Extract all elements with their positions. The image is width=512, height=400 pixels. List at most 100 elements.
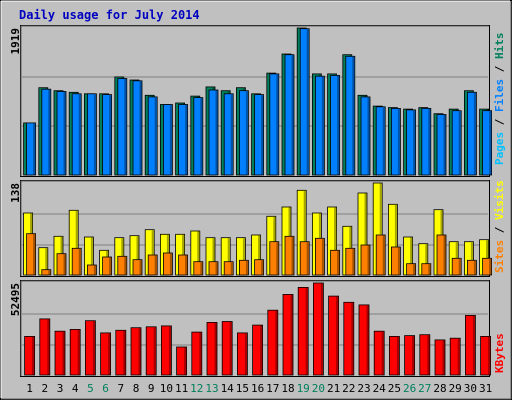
kbytes-bar-day-10 xyxy=(160,325,172,376)
kbytes-bar-shade xyxy=(351,302,354,375)
visits-panel-max-label: 138 xyxy=(9,183,22,203)
sites-bar-day-25 xyxy=(390,246,401,276)
sites-bar-day-12 xyxy=(193,261,204,276)
visits-bar-shade xyxy=(258,235,261,275)
sites-bar-shade xyxy=(489,258,492,275)
day-label-13: 13 xyxy=(205,382,218,395)
sites-bar-shade xyxy=(306,242,309,275)
files-bar-day-16 xyxy=(254,94,265,176)
day-label-11: 11 xyxy=(175,382,188,395)
day-label-16: 16 xyxy=(251,382,264,395)
kbytes-bar-shade xyxy=(199,332,202,375)
sites-bar-shade xyxy=(382,235,385,275)
kbytes-bar-day-20 xyxy=(312,282,324,376)
files-bar-shade xyxy=(382,107,385,175)
kbytes-bar-shade xyxy=(427,335,430,375)
legend-separator: / xyxy=(493,112,506,132)
files-bar-day-4 xyxy=(71,93,82,176)
kbytes-bar-shade xyxy=(366,305,369,375)
files-bar-shade xyxy=(397,108,400,175)
day-label-29: 29 xyxy=(449,382,462,395)
files-bar-shade xyxy=(124,79,127,175)
kbytes-bar-shade xyxy=(488,336,491,375)
kbytes-bar-day-14 xyxy=(221,321,233,376)
day-label-7: 7 xyxy=(117,382,124,395)
kbytes-bar-shade xyxy=(442,340,445,375)
kbytes-bar-shade xyxy=(108,333,111,375)
sites-bar-day-29 xyxy=(451,257,462,276)
files-bar-day-25 xyxy=(390,108,401,176)
hits-panel-max-label: 1919 xyxy=(9,28,22,55)
files-bar-day-28 xyxy=(436,114,447,176)
files-bar-shade xyxy=(169,105,172,175)
sites-bar-day-8 xyxy=(132,259,143,276)
kbytes-bar-shade xyxy=(244,333,247,375)
kbytes-bar-day-9 xyxy=(145,326,157,376)
sites-bar-day-4 xyxy=(71,247,82,276)
day-label-9: 9 xyxy=(148,382,155,395)
day-label-10: 10 xyxy=(160,382,173,395)
files-bar-day-21 xyxy=(330,75,341,176)
kbytes-bar-shade xyxy=(229,322,232,375)
visits-bar-shade xyxy=(486,240,489,275)
day-label-6: 6 xyxy=(102,382,109,395)
sites-bar-day-28 xyxy=(436,234,447,276)
sites-bar-shade xyxy=(458,258,461,275)
visits-bar-shade xyxy=(151,230,154,275)
day-label-28: 28 xyxy=(433,382,446,395)
day-label-1: 1 xyxy=(26,382,33,395)
sites-bar-shade xyxy=(139,260,142,275)
files-bar-day-24 xyxy=(375,106,386,176)
day-label-19: 19 xyxy=(297,382,310,395)
sites-bar-shade xyxy=(261,260,264,275)
sites-bar-day-9 xyxy=(147,254,158,276)
kbytes-bar-day-12 xyxy=(191,331,203,376)
sites-bar-shade xyxy=(291,236,294,275)
files-bar-day-9 xyxy=(147,96,158,176)
kbytes-bar-shade xyxy=(184,347,187,375)
day-label-5: 5 xyxy=(87,382,94,395)
kbytes-bar-day-7 xyxy=(115,329,127,376)
kbytes-bar-day-16 xyxy=(252,324,264,376)
kbytes-bar-shade xyxy=(260,325,263,375)
sites-bar-shade xyxy=(33,234,36,275)
sites-bar-day-5 xyxy=(87,264,97,276)
sites-bar-shade xyxy=(413,264,416,275)
kbytes-bar-shade xyxy=(168,326,171,375)
files-bar-day-18 xyxy=(284,54,295,176)
visits-bar-shade xyxy=(379,183,382,275)
kbytes-bar-shade xyxy=(77,329,80,375)
kbytes-bar-shade xyxy=(457,338,460,375)
kbytes-bar-day-5 xyxy=(85,320,96,376)
sites-bar-day-22 xyxy=(345,247,356,276)
visits-bar-shade xyxy=(334,207,337,275)
files-bar-shade xyxy=(276,74,279,175)
sites-bar-day-1 xyxy=(26,233,37,276)
sites-bar-shade xyxy=(352,248,355,275)
sites-bar-day-2 xyxy=(41,269,52,276)
visits-bar-shade xyxy=(470,242,473,275)
kbytes-bar-day-25 xyxy=(388,335,400,376)
sites-bar-day-17 xyxy=(269,241,280,276)
sites-bar-shade xyxy=(48,270,51,275)
files-bar-shade xyxy=(185,105,188,175)
day-label-23: 23 xyxy=(357,382,370,395)
kbytes-bar-shade xyxy=(320,283,323,375)
files-bar-day-15 xyxy=(238,90,249,176)
visits-bar-shade xyxy=(303,190,306,275)
files-bar-shade xyxy=(230,94,233,175)
files-bar-shade xyxy=(352,56,355,175)
kbytes-panel-max-label: 52495 xyxy=(9,283,22,316)
files-bar-shade xyxy=(139,81,142,175)
files-bar-day-23 xyxy=(360,96,371,176)
files-bar-day-10 xyxy=(162,104,173,176)
sites-bar-day-7 xyxy=(117,255,128,276)
sites-bar-day-14 xyxy=(223,261,234,276)
hits-files-pages-panel: 1919 Pages / Files / Hits xyxy=(9,25,506,177)
kbytes-panel-legend: KBytes xyxy=(493,333,506,373)
files-bar-shade xyxy=(321,76,324,175)
visits-bar-shade xyxy=(410,237,413,275)
legend-sites: Sites xyxy=(493,240,506,273)
sites-bar-shade xyxy=(185,255,188,275)
